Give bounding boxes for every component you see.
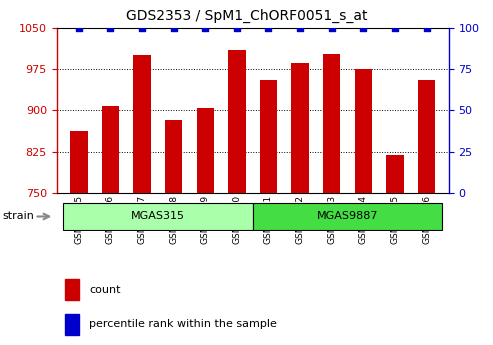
- Point: [265, 25, 273, 30]
- Bar: [63, 203, 253, 230]
- Point: [296, 25, 304, 30]
- Point: [423, 25, 430, 30]
- Point: [328, 25, 336, 30]
- Point: [75, 25, 83, 30]
- Point: [106, 25, 114, 30]
- Point: [391, 25, 399, 30]
- Bar: [386, 155, 404, 345]
- Bar: [133, 55, 151, 345]
- Bar: [323, 54, 340, 345]
- Bar: [197, 108, 214, 345]
- Point: [201, 25, 209, 30]
- Point: [138, 25, 146, 30]
- Bar: [291, 63, 309, 345]
- Bar: [102, 106, 119, 345]
- Bar: [260, 80, 277, 345]
- Bar: [418, 80, 435, 345]
- Bar: [65, 279, 79, 300]
- Text: MGAS9887: MGAS9887: [317, 211, 378, 221]
- Bar: [354, 69, 372, 345]
- Point: [359, 25, 367, 30]
- Point: [170, 25, 177, 30]
- Text: strain: strain: [2, 211, 35, 221]
- Bar: [70, 131, 88, 345]
- Text: count: count: [89, 285, 121, 295]
- Point: [233, 25, 241, 30]
- Bar: [65, 314, 79, 335]
- Bar: [228, 50, 246, 345]
- Text: MGAS315: MGAS315: [131, 211, 185, 221]
- Text: GDS2353 / SpM1_ChORF0051_s_at: GDS2353 / SpM1_ChORF0051_s_at: [126, 9, 367, 23]
- Bar: [165, 120, 182, 345]
- Bar: [253, 203, 442, 230]
- Text: percentile rank within the sample: percentile rank within the sample: [89, 319, 277, 329]
